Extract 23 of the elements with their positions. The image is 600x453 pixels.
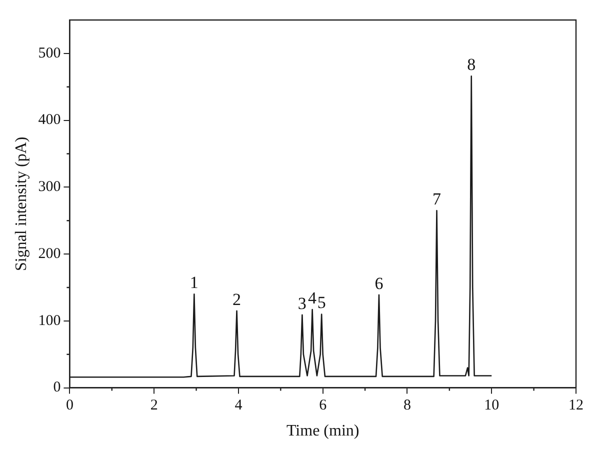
x-tick-label: 4 — [234, 398, 243, 414]
annotation: 1 — [190, 273, 198, 292]
x-tick-label: 6 — [319, 398, 328, 414]
y-axis-title: Signal intensity (pA) — [12, 136, 30, 272]
annotation: 8 — [467, 55, 476, 74]
annotation: 4 — [308, 288, 318, 308]
annotation: 5 — [317, 293, 326, 312]
annotation: 6 — [374, 274, 384, 293]
x-tick-label: 2 — [150, 398, 158, 414]
x-tick-label: 0 — [66, 398, 74, 414]
annotation: 2 — [232, 290, 242, 309]
y-tick-label: 100 — [38, 312, 61, 329]
annotation: 7 — [432, 190, 442, 209]
x-axis-title: Time (min) — [286, 422, 360, 440]
x-tick-label: 10 — [484, 398, 500, 414]
y-tick-label: 200 — [38, 246, 61, 262]
x-tick-label: 12 — [568, 398, 584, 414]
annotation: 3 — [298, 294, 306, 313]
x-tick-label: 8 — [403, 398, 411, 414]
y-tick-label: 0 — [53, 380, 61, 396]
y-tick-label: 300 — [38, 179, 61, 196]
y-tick-label: 400 — [38, 112, 61, 128]
y-tick-label: 500 — [38, 45, 61, 62]
